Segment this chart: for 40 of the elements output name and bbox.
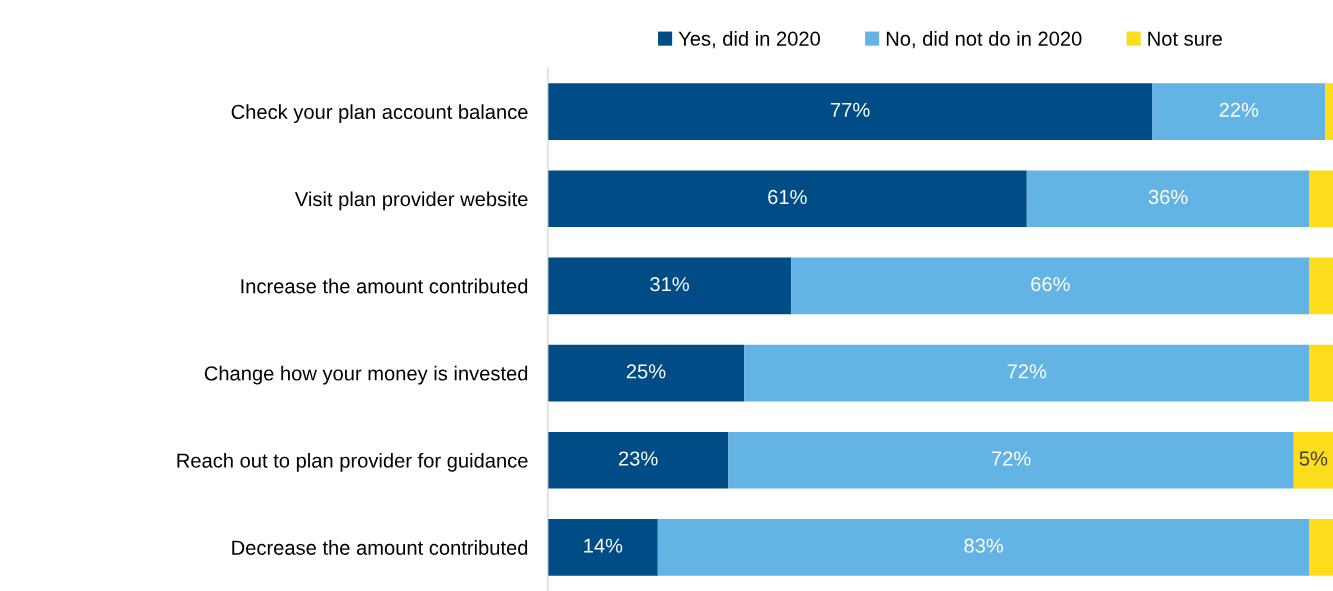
bar: [1309, 344, 1333, 402]
bar: [1309, 170, 1333, 228]
data-label: 36%: [1148, 189, 1188, 205]
bar: [547, 519, 658, 576]
bar: [547, 431, 729, 489]
bar: [744, 344, 1310, 402]
bar: [728, 431, 1294, 489]
bar: [1325, 83, 1333, 140]
legend-label: Not sure: [1148, 31, 1222, 46]
data-label: 25%: [626, 364, 666, 379]
data-label: 61%: [768, 189, 807, 205]
y-tick-label: Check your plan account balance: [231, 104, 528, 124]
bar: [1309, 257, 1333, 315]
data-label: 66%: [1031, 277, 1070, 292]
y-tick-label: Decrease the amount contributed: [232, 540, 528, 555]
data-label: 22%: [1219, 102, 1259, 117]
bar: [1309, 519, 1333, 576]
bar: [1152, 83, 1326, 140]
y-tick-label: Visit plan provider website: [294, 191, 528, 211]
data-label: 77%: [831, 102, 870, 117]
bar: [791, 257, 1310, 315]
bar: [657, 519, 1310, 576]
bar: [1026, 170, 1310, 228]
bar: [547, 344, 745, 402]
bar: [1293, 431, 1333, 489]
legend-label: No, did not do in 2020: [886, 31, 1082, 49]
data-label: 72%: [991, 451, 1031, 466]
y-tick-label: Reach out to plan provider for guidance: [177, 452, 528, 472]
data-label: 83%: [964, 538, 1004, 553]
bar: [547, 83, 1153, 140]
data-label: 14%: [584, 538, 623, 553]
y-tick-label: Increase the amount contributed: [241, 278, 528, 294]
bar: [547, 257, 792, 315]
data-label: 72%: [1007, 364, 1047, 379]
bar: [547, 170, 1027, 228]
data-label: 5%: [1299, 451, 1328, 466]
data-label: 31%: [650, 277, 689, 292]
legend-label: Yes, did in 2020: [678, 31, 820, 49]
y-tick-label: Change how your money is invested: [204, 365, 528, 385]
data-label: 23%: [619, 451, 658, 466]
